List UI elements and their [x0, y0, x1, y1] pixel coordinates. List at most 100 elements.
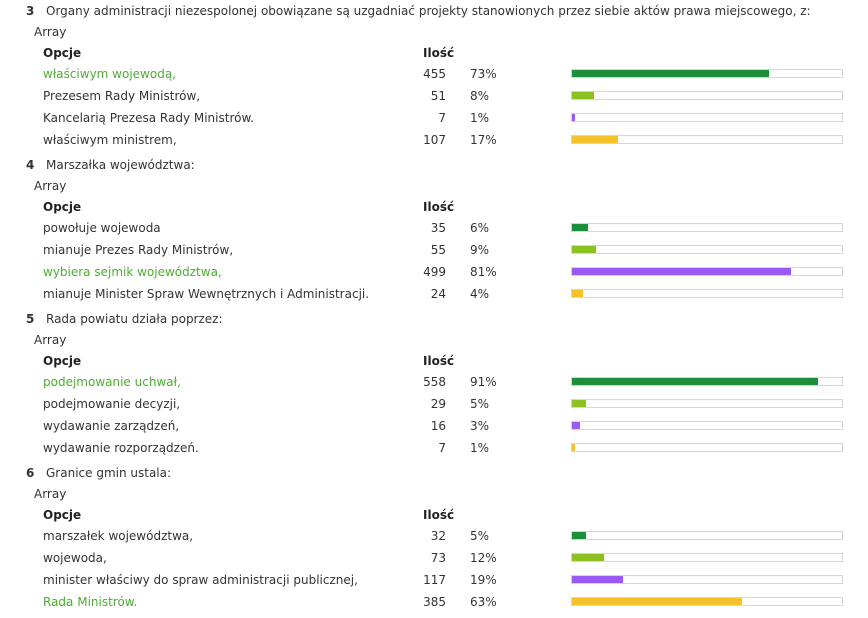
array-label: Array	[34, 487, 67, 501]
option-percent: 19%	[470, 573, 497, 587]
answer-row: minister właściwy do spraw administracji…	[0, 569, 868, 591]
header-count: Ilość	[423, 200, 455, 214]
option-label-correct: Rada Ministrów.	[43, 595, 138, 609]
progress-fill	[572, 554, 604, 561]
progress-fill	[572, 598, 742, 605]
question-number: 4	[26, 158, 35, 172]
option-percent: 1%	[470, 441, 490, 455]
option-count: 55	[430, 243, 446, 257]
progress-track	[571, 113, 843, 122]
option-label-correct: właściwym wojewodą,	[43, 67, 176, 81]
option-percent: 73%	[470, 67, 497, 81]
progress-fill	[572, 422, 580, 429]
header-count: Ilość	[423, 354, 455, 368]
progress-fill	[572, 92, 594, 99]
progress-fill	[572, 246, 596, 253]
question-number: 6	[26, 466, 35, 480]
question-title: 4 Marszałka województwa:	[26, 156, 195, 174]
progress-fill	[572, 136, 618, 143]
progress-fill	[572, 290, 583, 297]
question-text: Marszałka województwa:	[46, 158, 195, 172]
option-percent: 91%	[470, 375, 497, 389]
option-label: wydawanie rozporządzeń.	[43, 441, 199, 455]
progress-fill	[572, 400, 586, 407]
option-count: 455	[423, 67, 446, 81]
progress-fill	[572, 444, 575, 451]
option-label-correct: wybiera sejmik województwa,	[43, 265, 222, 279]
option-percent: 4%	[470, 287, 490, 301]
array-label: Array	[34, 25, 67, 39]
question-text: Granice gmin ustala:	[46, 466, 172, 480]
option-count: 73	[430, 551, 446, 565]
option-count: 35	[430, 221, 446, 235]
answer-row: powołuje wojewoda 35 6%	[0, 217, 868, 239]
question-number: 3	[26, 4, 35, 18]
array-label: Array	[34, 179, 67, 193]
option-label: Kancelarią Prezesa Rady Ministrów.	[43, 111, 254, 125]
option-percent: 5%	[470, 529, 490, 543]
progress-track	[571, 69, 843, 78]
answer-row: wybiera sejmik województwa, 499 81%	[0, 261, 868, 283]
option-count: 107	[423, 133, 446, 147]
option-label: wojewoda,	[43, 551, 107, 565]
progress-fill	[572, 70, 769, 77]
progress-fill	[572, 576, 623, 583]
option-percent: 81%	[470, 265, 497, 279]
progress-track	[571, 289, 843, 298]
answer-row: podejmowanie uchwał, 558 91%	[0, 371, 868, 393]
option-label-correct: podejmowanie uchwał,	[43, 375, 181, 389]
answer-row: mianuje Minister Spraw Wewnętrznych i Ad…	[0, 283, 868, 305]
question-title: 6 Granice gmin ustala:	[26, 464, 171, 482]
option-count: 117	[423, 573, 446, 587]
answer-row: wydawanie zarządzeń, 16 3%	[0, 415, 868, 437]
answer-row: Prezesem Rady Ministrów, 51 8%	[0, 85, 868, 107]
option-label: mianuje Minister Spraw Wewnętrznych i Ad…	[43, 287, 370, 301]
option-label: Prezesem Rady Ministrów,	[43, 89, 201, 103]
option-label: podejmowanie decyzji,	[43, 397, 181, 411]
header-count: Ilość	[423, 508, 455, 522]
question-title: 3 Organy administracji niezespolonej obow…	[26, 2, 811, 20]
progress-track	[571, 377, 843, 386]
progress-track	[571, 443, 843, 452]
progress-fill	[572, 378, 818, 385]
question-number: 5	[26, 312, 35, 326]
header-options: Opcje	[43, 354, 82, 368]
option-percent: 5%	[470, 397, 490, 411]
header-count: Ilość	[423, 46, 455, 60]
progress-track	[571, 575, 843, 584]
option-percent: 12%	[470, 551, 497, 565]
option-count: 32	[430, 529, 446, 543]
progress-fill	[572, 224, 588, 231]
option-label: powołuje wojewoda	[43, 221, 161, 235]
progress-track	[571, 421, 843, 430]
progress-track	[571, 531, 843, 540]
option-percent: 6%	[470, 221, 490, 235]
option-percent: 3%	[470, 419, 490, 433]
progress-track	[571, 223, 843, 232]
progress-track	[571, 399, 843, 408]
header-options: Opcje	[43, 200, 82, 214]
answer-row: podejmowanie decyzji, 29 5%	[0, 393, 868, 415]
progress-fill	[572, 114, 575, 121]
question-text: Organy administracji niezespolonej obowi…	[46, 4, 811, 18]
option-percent: 9%	[470, 243, 490, 257]
option-label: minister właściwy do spraw administracji…	[43, 573, 358, 587]
option-percent: 17%	[470, 133, 497, 147]
option-label: marszałek województwa,	[43, 529, 194, 543]
array-label: Array	[34, 333, 67, 347]
answer-row: wojewoda, 73 12%	[0, 547, 868, 569]
option-label: właściwym ministrem,	[43, 133, 177, 147]
progress-track	[571, 597, 843, 606]
progress-fill	[572, 532, 586, 539]
option-percent: 63%	[470, 595, 497, 609]
answer-row: mianuje Prezes Rady Ministrów, 55 9%	[0, 239, 868, 261]
option-count: 499	[423, 265, 446, 279]
option-count: 7	[438, 111, 446, 125]
option-count: 29	[430, 397, 446, 411]
option-label: wydawanie zarządzeń,	[43, 419, 180, 433]
option-label: mianuje Prezes Rady Ministrów,	[43, 243, 234, 257]
answer-row: Rada Ministrów. 385 63%	[0, 591, 868, 613]
answer-row: marszałek województwa, 32 5%	[0, 525, 868, 547]
option-count: 16	[430, 419, 446, 433]
answer-row: właściwym wojewodą, 455 73%	[0, 63, 868, 85]
